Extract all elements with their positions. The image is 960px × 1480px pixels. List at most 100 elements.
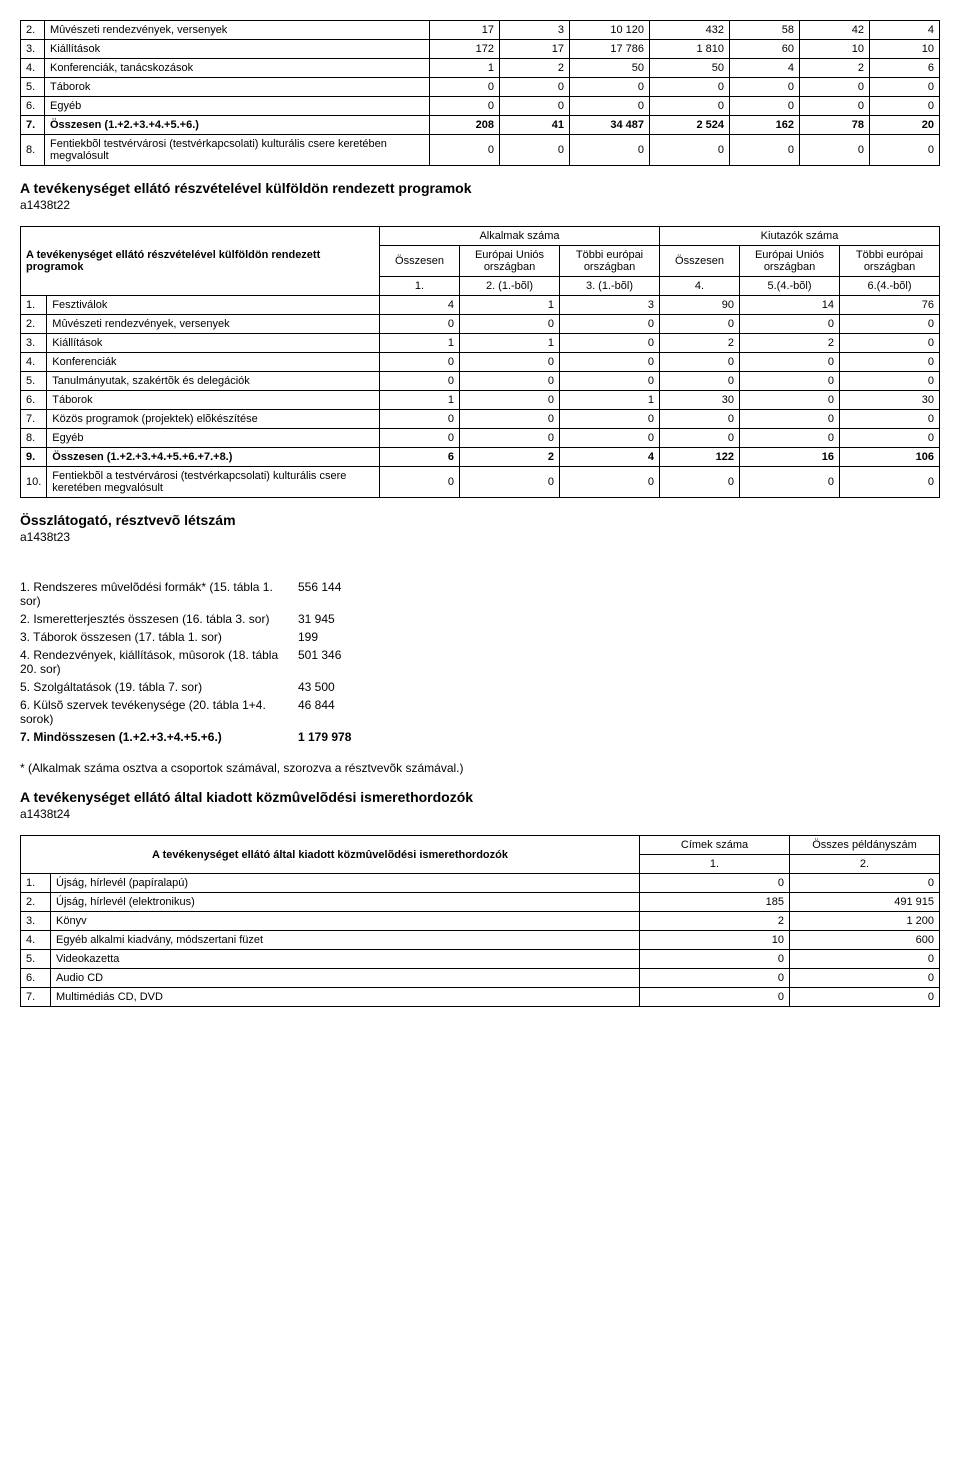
t4-s2: 2. (790, 855, 940, 874)
row-num: 6. (21, 391, 47, 410)
cell: 10 (640, 931, 790, 950)
cell: 30 (660, 391, 740, 410)
row-num: 3. (21, 912, 51, 931)
row-label: Újság, hírlevél (elektronikus) (51, 893, 640, 912)
cell: 2 (660, 334, 740, 353)
list-label: 1. Rendszeres mûvelõdési formák* (15. tá… (20, 578, 298, 610)
cell: 76 (840, 296, 940, 315)
row-label: Audio CD (51, 969, 640, 988)
cell: 0 (560, 410, 660, 429)
cell: 0 (650, 135, 730, 166)
cell: 0 (460, 372, 560, 391)
row-label: Egyéb (45, 97, 430, 116)
t2-sub2: 2. (1.-bõl) (460, 277, 560, 296)
row-num: 3. (21, 334, 47, 353)
cell: 0 (430, 135, 500, 166)
cell: 0 (460, 410, 560, 429)
cell: 0 (660, 372, 740, 391)
list-item: 7. Mindösszesen (1.+2.+3.+4.+5.+6.)1 179… (20, 728, 351, 746)
row-label: Fentiekbõl a testvérvárosi (testvérkapcs… (47, 467, 380, 498)
cell: 1 (380, 334, 460, 353)
cell: 1 (430, 59, 500, 78)
cell: 0 (660, 467, 740, 498)
table-row: 6.Audio CD00 (21, 969, 940, 988)
row-label: Közös programok (projektek) elõkészítése (47, 410, 380, 429)
row-num: 9. (21, 448, 47, 467)
table-row: 5.Tanulmányutak, szakértõk és delegációk… (21, 372, 940, 391)
cell: 34 487 (570, 116, 650, 135)
list-label: 5. Szolgáltatások (19. tábla 7. sor) (20, 678, 298, 696)
t4-main-header: A tevékenységet ellátó által kiadott köz… (21, 836, 640, 874)
row-label: Egyéb alkalmi kiadvány, módszertani füze… (51, 931, 640, 950)
t2-h-eu1: Európai Uniós országban (460, 246, 560, 277)
cell: 2 524 (650, 116, 730, 135)
cell: 0 (870, 97, 940, 116)
t2-h-te1: Többi európai országban (560, 246, 660, 277)
cell: 0 (560, 467, 660, 498)
cell: 0 (640, 969, 790, 988)
cell: 0 (740, 391, 840, 410)
cell: 0 (790, 950, 940, 969)
table-row: 5.Táborok0000000 (21, 78, 940, 97)
cell: 172 (430, 40, 500, 59)
section-id-ismerethordozok: a1438t24 (20, 807, 940, 821)
cell: 20 (870, 116, 940, 135)
t4-h1: Címek száma (640, 836, 790, 855)
cell: 0 (460, 391, 560, 410)
cell: 0 (840, 467, 940, 498)
cell: 4 (380, 296, 460, 315)
cell: 185 (640, 893, 790, 912)
row-label: Videokazetta (51, 950, 640, 969)
t2-h-eu2: Európai Uniós országban (740, 246, 840, 277)
cell: 0 (840, 315, 940, 334)
table-row: 3.Könyv21 200 (21, 912, 940, 931)
cell: 0 (640, 950, 790, 969)
list-item: 6. Külsõ szervek tevékenysége (20. tábla… (20, 696, 351, 728)
cell: 1 (560, 391, 660, 410)
cell: 10 (800, 40, 870, 59)
cell: 1 810 (650, 40, 730, 59)
list-label: 6. Külsõ szervek tevékenysége (20. tábla… (20, 696, 298, 728)
t2-h-te2: Többi európai országban (840, 246, 940, 277)
table-row: 5.Videokazetta00 (21, 950, 940, 969)
t2-group2: Kiutazók száma (660, 227, 940, 246)
cell: 0 (380, 353, 460, 372)
summary-note: * (Alkalmak száma osztva a csoportok szá… (20, 760, 940, 777)
cell: 0 (790, 969, 940, 988)
table-row: 7.Közös programok (projektek) elõkészíté… (21, 410, 940, 429)
table-row: 8.Egyéb000000 (21, 429, 940, 448)
t2-h-oss2: Összesen (660, 246, 740, 277)
row-label: Tanulmányutak, szakértõk és delegációk (47, 372, 380, 391)
cell: 0 (800, 97, 870, 116)
cell: 0 (380, 410, 460, 429)
row-label: Újság, hírlevél (papíralapú) (51, 874, 640, 893)
row-label: Mûvészeti rendezvények, versenyek (45, 21, 430, 40)
t2-sub1: 1. (380, 277, 460, 296)
section-id-osszlatogato: a1438t23 (20, 530, 940, 544)
row-num: 2. (21, 21, 45, 40)
cell: 1 (460, 334, 560, 353)
row-num: 7. (21, 116, 45, 135)
cell: 0 (740, 372, 840, 391)
cell: 10 (870, 40, 940, 59)
cell: 2 (640, 912, 790, 931)
cell: 2 (460, 448, 560, 467)
cell: 14 (740, 296, 840, 315)
cell: 0 (640, 988, 790, 1007)
cell: 0 (790, 988, 940, 1007)
section-title-osszlatogato: Összlátogató, résztvevõ létszám (20, 512, 940, 528)
cell: 4 (870, 21, 940, 40)
cell: 1 200 (790, 912, 940, 931)
section-title-programok: A tevékenységet ellátó részvételével kül… (20, 180, 940, 196)
cell: 0 (460, 467, 560, 498)
cell: 208 (430, 116, 500, 135)
table-row: 7.Összesen (1.+2.+3.+4.+5.+6.)2084134 48… (21, 116, 940, 135)
row-label: Kiállítások (45, 40, 430, 59)
cell: 491 915 (790, 893, 940, 912)
cell: 0 (650, 97, 730, 116)
row-label: Mûvészeti rendezvények, versenyek (47, 315, 380, 334)
row-label: Egyéb (47, 429, 380, 448)
cell: 3 (500, 21, 570, 40)
list-item: 3. Táborok összesen (17. tábla 1. sor)19… (20, 628, 351, 646)
row-label: Táborok (47, 391, 380, 410)
